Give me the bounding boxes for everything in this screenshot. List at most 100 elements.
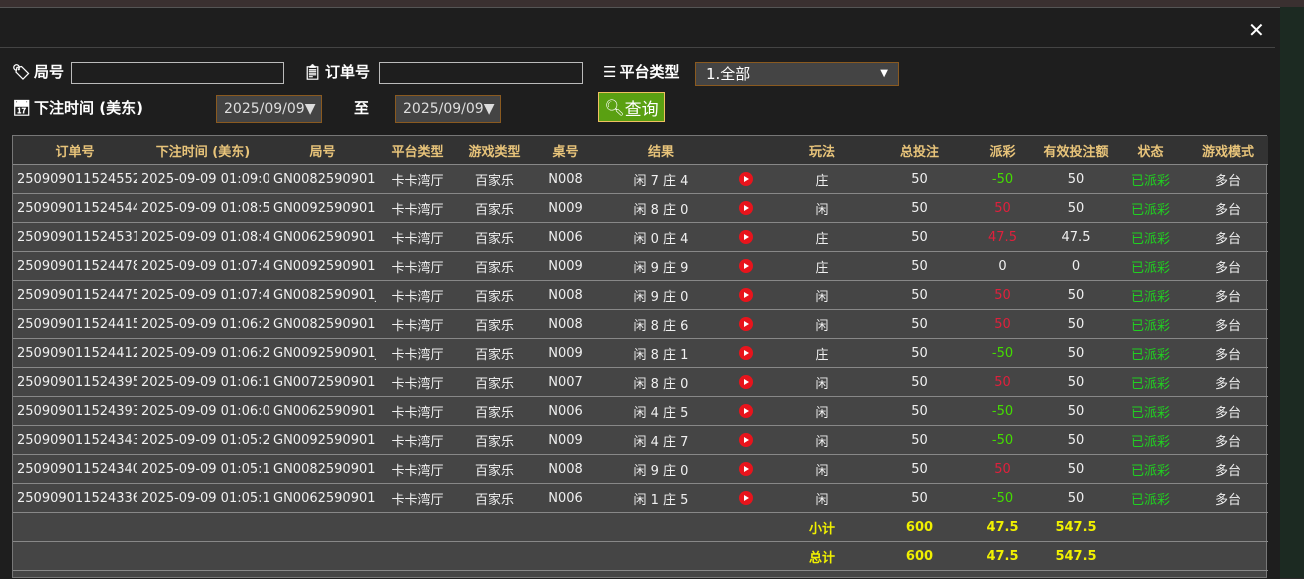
cell: 百家乐 [459,309,530,339]
total-valid-bet: 547.5 [1039,541,1113,571]
table-row: 250909011524343 2025-09-09 01:05:21 GN0092… [13,425,1268,455]
play-video-icon[interactable] [739,317,753,331]
order-label-text: 订单号 [325,63,371,81]
column-header: 游戏类型 [459,136,530,165]
play-video-icon[interactable] [739,230,753,244]
cell [269,512,376,542]
play-video-icon[interactable] [739,259,753,273]
cell: N007 [530,367,601,397]
column-header [721,136,771,165]
cell: 0 [1039,251,1113,281]
cell: 50 [873,454,966,484]
cell: 50 [873,425,966,455]
play-video-icon[interactable] [739,491,753,505]
play-video-icon[interactable] [739,375,753,389]
cell: 多台 [1188,483,1268,513]
round-label: 🏷︎ 局号 [12,61,64,82]
column-header: 玩法 [771,136,873,165]
time-label-text: 下注时间 (美东) [34,99,143,117]
cell: 闲 9 庄 9 [601,251,721,281]
chevron-down-icon: ▼ [880,68,888,79]
cell: 卡卡湾厅 [376,164,459,194]
cell [721,251,771,281]
cell: 已派彩 [1113,251,1188,281]
cell: 庄 [771,251,873,281]
cell: 50 [873,280,966,310]
cell [376,512,459,542]
round-input[interactable] [71,62,284,84]
cell: 2025-09-09 01:06:26 [137,338,269,368]
cell: 50 [873,193,966,223]
cell [1188,512,1268,542]
cell [721,396,771,426]
cell: 250909011524478 [13,251,137,281]
subtotal-total-bet: 600 [873,512,966,542]
column-header: 桌号 [530,136,601,165]
table-row: 250909011524478 2025-09-09 01:07:48 GN0092… [13,251,1268,281]
subtotal-valid-bet: 547.5 [1039,512,1113,542]
cell: GN0062590901C [269,396,376,426]
cell: 47.5 [966,222,1039,252]
platform-label-text: 平台类型 [619,63,680,81]
play-video-icon[interactable] [739,201,753,215]
cell [721,541,771,571]
cell [721,164,771,194]
cell: 百家乐 [459,483,530,513]
list-icon: ☰ [603,62,617,81]
cell: 50 [873,396,966,426]
cell: GN0092590901H [269,425,376,455]
cell: 50 [1039,164,1113,194]
date-to-select[interactable]: 2025/09/09▼ [395,95,501,123]
cell: 闲 [771,425,873,455]
cell [530,541,601,571]
cell: 50 [1039,338,1113,368]
cell: N009 [530,338,601,368]
cell: 50 [1039,454,1113,484]
play-video-icon[interactable] [739,462,753,476]
column-header: 结果 [601,136,721,165]
total-row: 总计 600 47.5 547.5 [13,541,1268,571]
cell: N008 [530,280,601,310]
cell: 闲 4 庄 7 [601,425,721,455]
cell [137,541,269,571]
cell: 250909011524340 [13,454,137,484]
date-from-select[interactable]: 2025/09/09▼ [216,95,322,123]
platform-select[interactable]: 1.全部 ▼ [695,62,899,86]
close-button[interactable]: ✕ [1248,18,1265,42]
cell: GN0082590901H [269,309,376,339]
query-button[interactable]: 🔍︎ 查询 [598,92,665,122]
play-video-icon[interactable] [739,346,753,360]
cell [13,541,137,571]
cell: 50 [966,280,1039,310]
cell: 50 [1039,280,1113,310]
cell: N006 [530,396,601,426]
cell: 250909011524475 [13,280,137,310]
cell [601,541,721,571]
cell [721,454,771,484]
cell: 47.5 [1039,222,1113,252]
column-header: 平台类型 [376,136,459,165]
cell: 2025-09-09 01:06:09 [137,396,269,426]
time-label: 📅︎ 下注时间 (美东) [12,97,143,118]
cell [721,193,771,223]
total-payout: 47.5 [966,541,1039,571]
order-input[interactable] [379,62,583,84]
cell [721,367,771,397]
cell: 已派彩 [1113,483,1188,513]
cell: 50 [966,309,1039,339]
subtotal-row: 小计 600 47.5 547.5 [13,512,1268,542]
column-header: 下注时间 (美东) [137,136,269,165]
play-video-icon[interactable] [739,172,753,186]
cell: N006 [530,483,601,513]
cell: 闲 [771,280,873,310]
cell: 已派彩 [1113,222,1188,252]
play-video-icon[interactable] [739,433,753,447]
cell: 50 [873,338,966,368]
cell [269,541,376,571]
cell: 多台 [1188,338,1268,368]
cell: 百家乐 [459,425,530,455]
play-video-icon[interactable] [739,288,753,302]
cell: 百家乐 [459,193,530,223]
cell: 卡卡湾厅 [376,396,459,426]
play-video-icon[interactable] [739,404,753,418]
